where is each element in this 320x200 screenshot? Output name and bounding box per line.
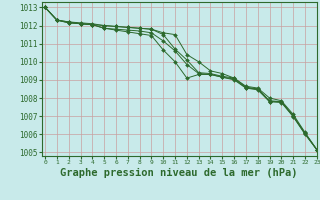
X-axis label: Graphe pression niveau de la mer (hPa): Graphe pression niveau de la mer (hPa) xyxy=(60,168,298,178)
